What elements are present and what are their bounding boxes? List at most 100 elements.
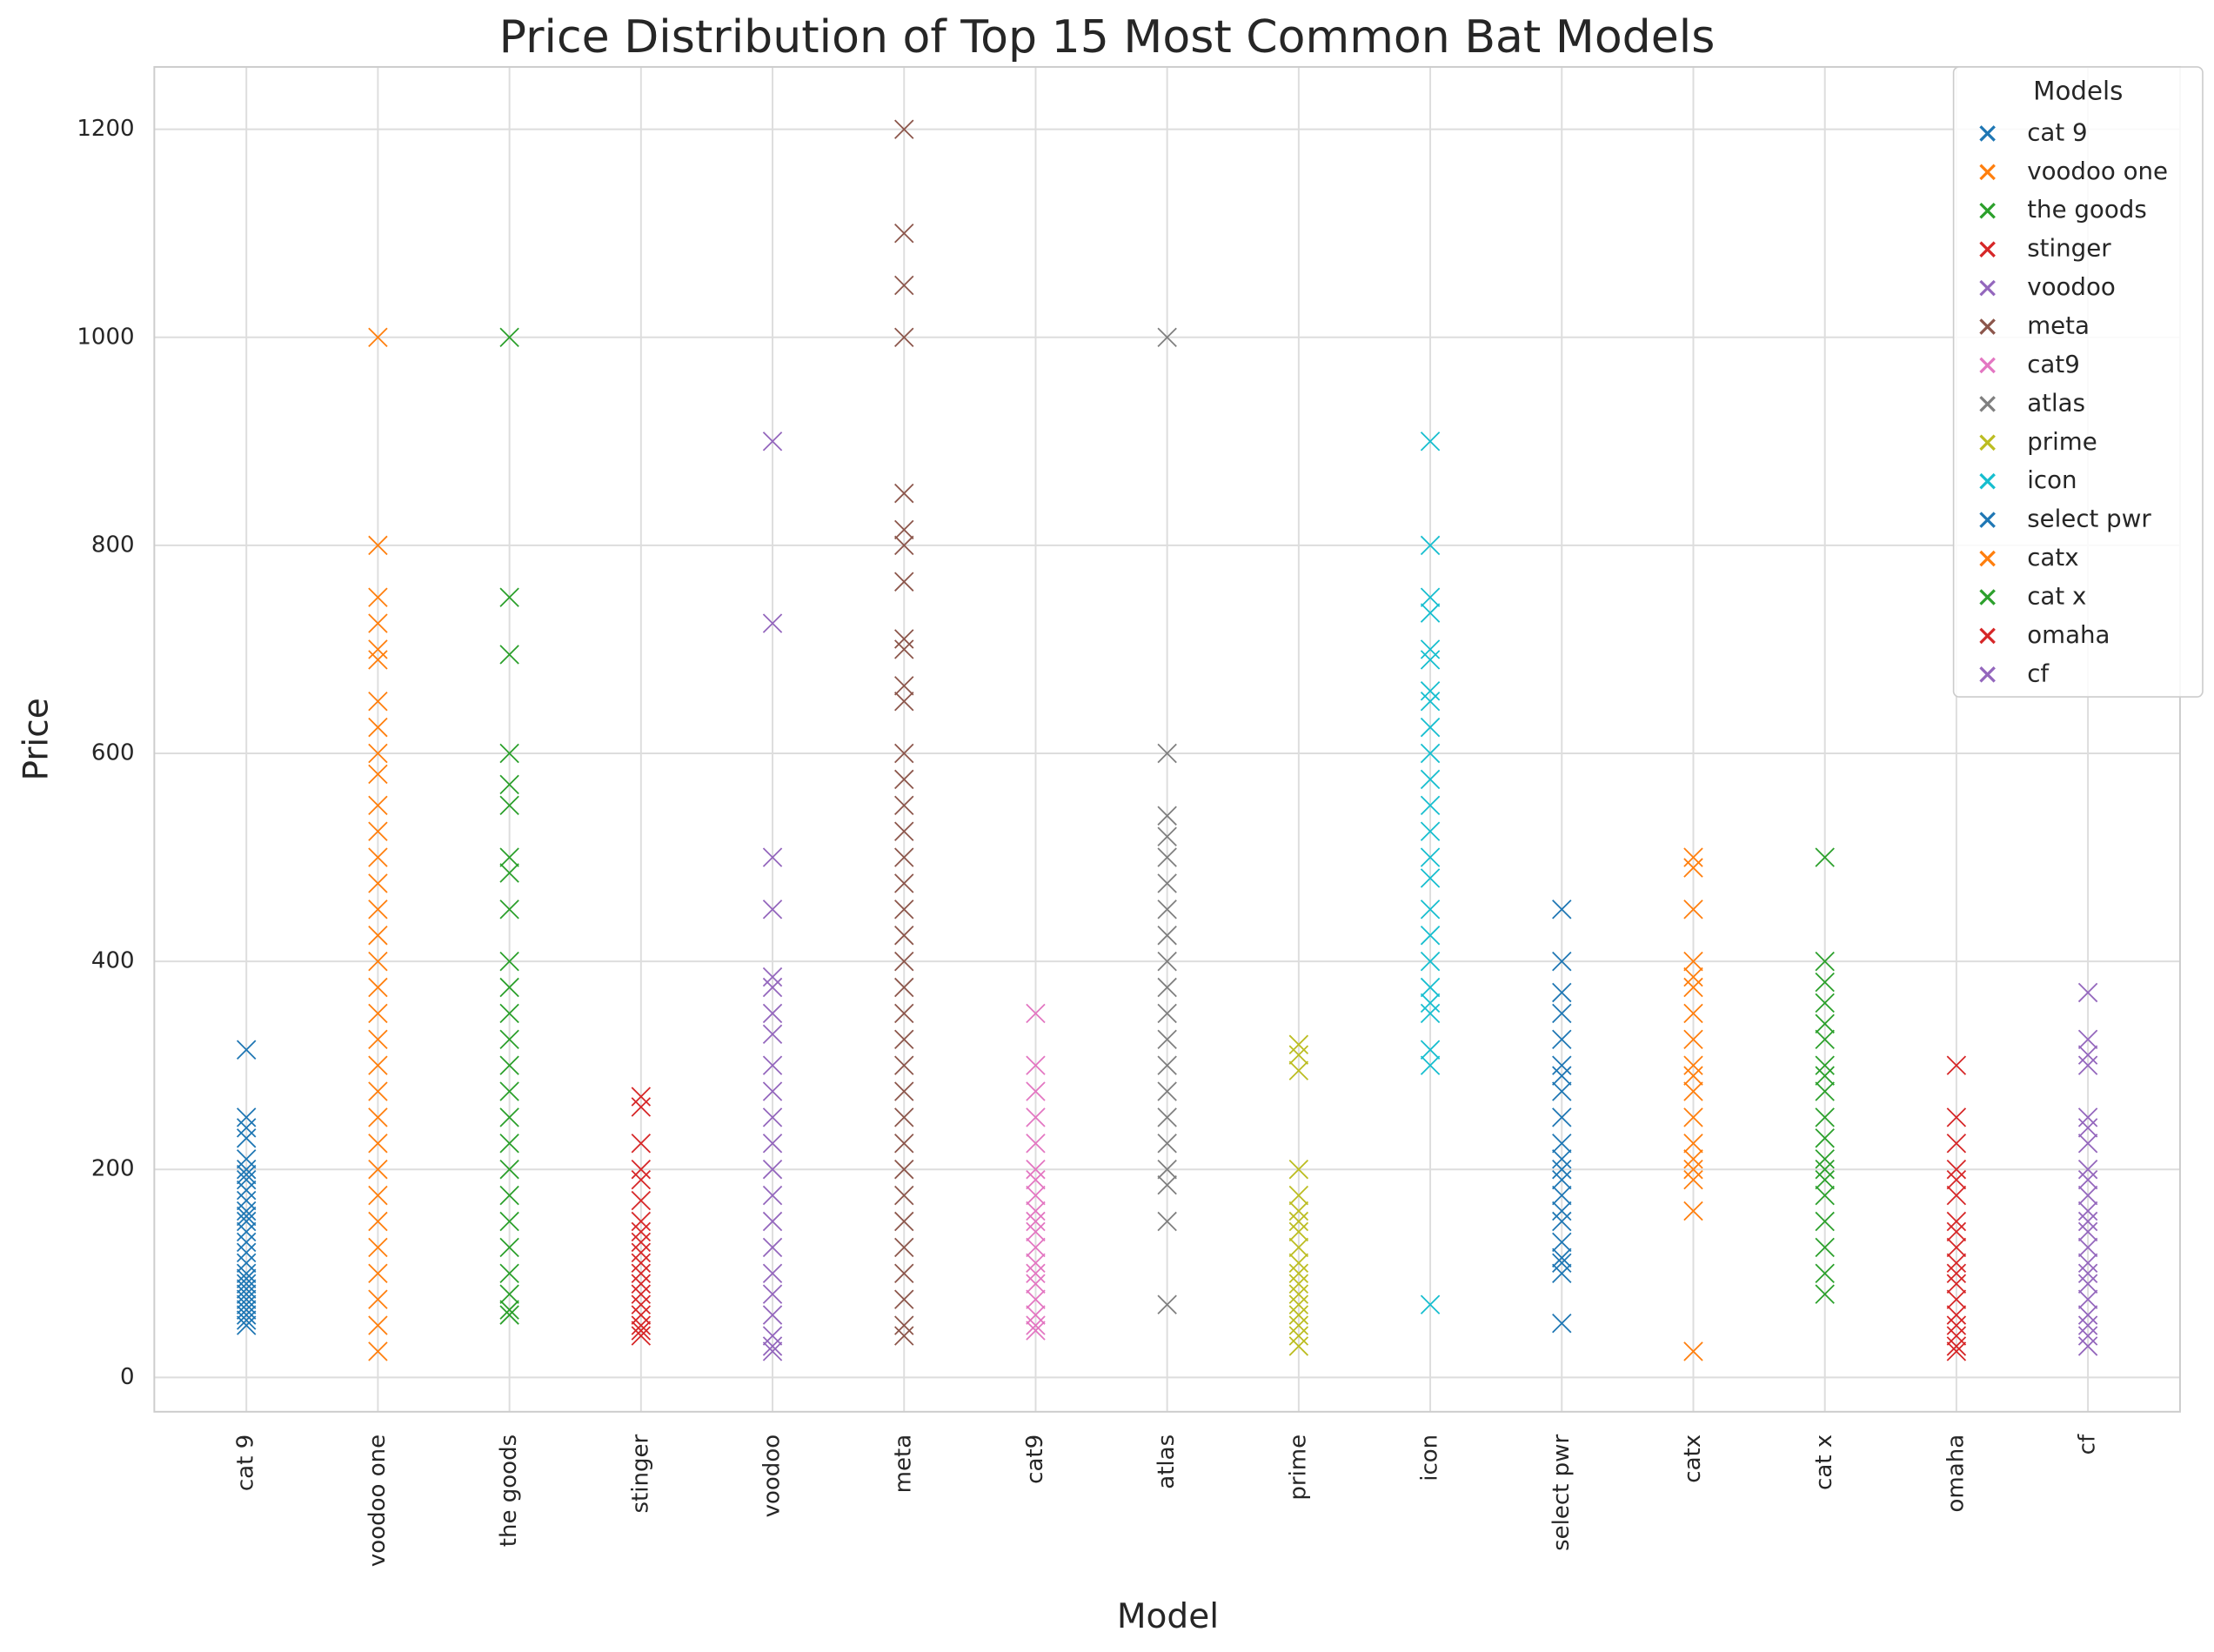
- point: [1552, 1107, 1572, 1127]
- point: [1026, 1321, 1046, 1341]
- point: [237, 1310, 257, 1330]
- point: [1946, 1237, 1967, 1258]
- point: [1420, 847, 1441, 867]
- point: [1552, 1247, 1572, 1268]
- legend-marker: [1979, 512, 1996, 528]
- point: [2077, 1029, 2098, 1049]
- x-tick-label: cf: [2075, 1434, 2101, 1455]
- y-tick-label: 1200: [77, 116, 134, 142]
- point: [894, 926, 914, 946]
- point: [631, 1242, 652, 1263]
- point: [1420, 639, 1441, 659]
- point: [237, 1279, 257, 1299]
- x-tick-label: select pwr: [1548, 1435, 1575, 1551]
- legend-label: voodoo one: [2027, 157, 2168, 185]
- point: [1026, 1081, 1046, 1101]
- point: [368, 743, 388, 764]
- point: [368, 1211, 388, 1232]
- point: [499, 1305, 519, 1325]
- point: [237, 1242, 257, 1263]
- point: [237, 1169, 257, 1190]
- point: [894, 639, 914, 659]
- point: [1683, 1160, 1703, 1180]
- point: [1026, 1003, 1046, 1024]
- point: [368, 1134, 388, 1154]
- point: [631, 1160, 652, 1180]
- point: [1157, 1107, 1177, 1127]
- point: [1420, 868, 1441, 888]
- point: [894, 1185, 914, 1206]
- point: [894, 692, 914, 712]
- point: [762, 431, 783, 451]
- point: [1552, 1211, 1572, 1232]
- point: [1420, 900, 1441, 920]
- point: [1157, 847, 1177, 867]
- point: [1552, 1003, 1572, 1024]
- point: [237, 1284, 257, 1304]
- point: [1026, 1221, 1046, 1242]
- point: [499, 327, 519, 347]
- point: [1683, 1169, 1703, 1190]
- legend-label: meta: [2027, 311, 2090, 340]
- point: [1683, 1029, 1703, 1049]
- point: [1420, 535, 1441, 556]
- point: [1288, 1326, 1309, 1346]
- point: [631, 1087, 652, 1107]
- point: [237, 1315, 257, 1335]
- point: [368, 613, 388, 633]
- point: [1552, 1313, 1572, 1334]
- point: [237, 1160, 257, 1180]
- point: [1815, 1128, 1835, 1148]
- point: [631, 1326, 652, 1346]
- point: [1552, 1232, 1572, 1253]
- point: [631, 1294, 652, 1314]
- point: [237, 1206, 257, 1227]
- point: [237, 1128, 257, 1148]
- point: [2077, 1289, 2098, 1309]
- point: [894, 1315, 914, 1335]
- point: [1946, 1160, 1967, 1180]
- point: [894, 743, 914, 764]
- point: [368, 327, 388, 347]
- legend-label: icon: [2027, 465, 2077, 494]
- point: [1552, 1134, 1572, 1154]
- point: [1552, 1066, 1572, 1086]
- point: [894, 795, 914, 815]
- point: [368, 1003, 388, 1024]
- point: [2077, 1107, 2098, 1127]
- point: [1683, 847, 1703, 867]
- point: [1288, 1253, 1309, 1274]
- point: [499, 795, 519, 815]
- point: [1815, 1055, 1835, 1075]
- point: [368, 535, 388, 556]
- point: [1026, 1134, 1046, 1154]
- point: [1946, 1055, 1967, 1075]
- point: [1552, 1029, 1572, 1049]
- point: [762, 1160, 783, 1180]
- point: [1026, 1055, 1046, 1075]
- point: [1288, 1315, 1309, 1335]
- x-tick-label: voodoo: [759, 1435, 786, 1518]
- point: [631, 1097, 652, 1117]
- y-tick-label: 200: [91, 1156, 135, 1182]
- point: [894, 977, 914, 998]
- legend-marker: [1979, 164, 1996, 181]
- point: [368, 717, 388, 738]
- point: [2077, 1211, 2098, 1232]
- point: [762, 847, 783, 867]
- point: [1420, 1003, 1441, 1024]
- point: [1157, 1294, 1177, 1314]
- point: [894, 1326, 914, 1346]
- point: [1683, 1066, 1703, 1086]
- point: [1026, 1169, 1046, 1190]
- point: [894, 873, 914, 893]
- point: [1420, 951, 1441, 972]
- point: [1946, 1326, 1967, 1346]
- point: [368, 764, 388, 785]
- point: [368, 639, 388, 659]
- point: [894, 1055, 914, 1075]
- point: [2077, 1169, 2098, 1190]
- point: [1157, 1029, 1177, 1049]
- point: [1683, 977, 1703, 998]
